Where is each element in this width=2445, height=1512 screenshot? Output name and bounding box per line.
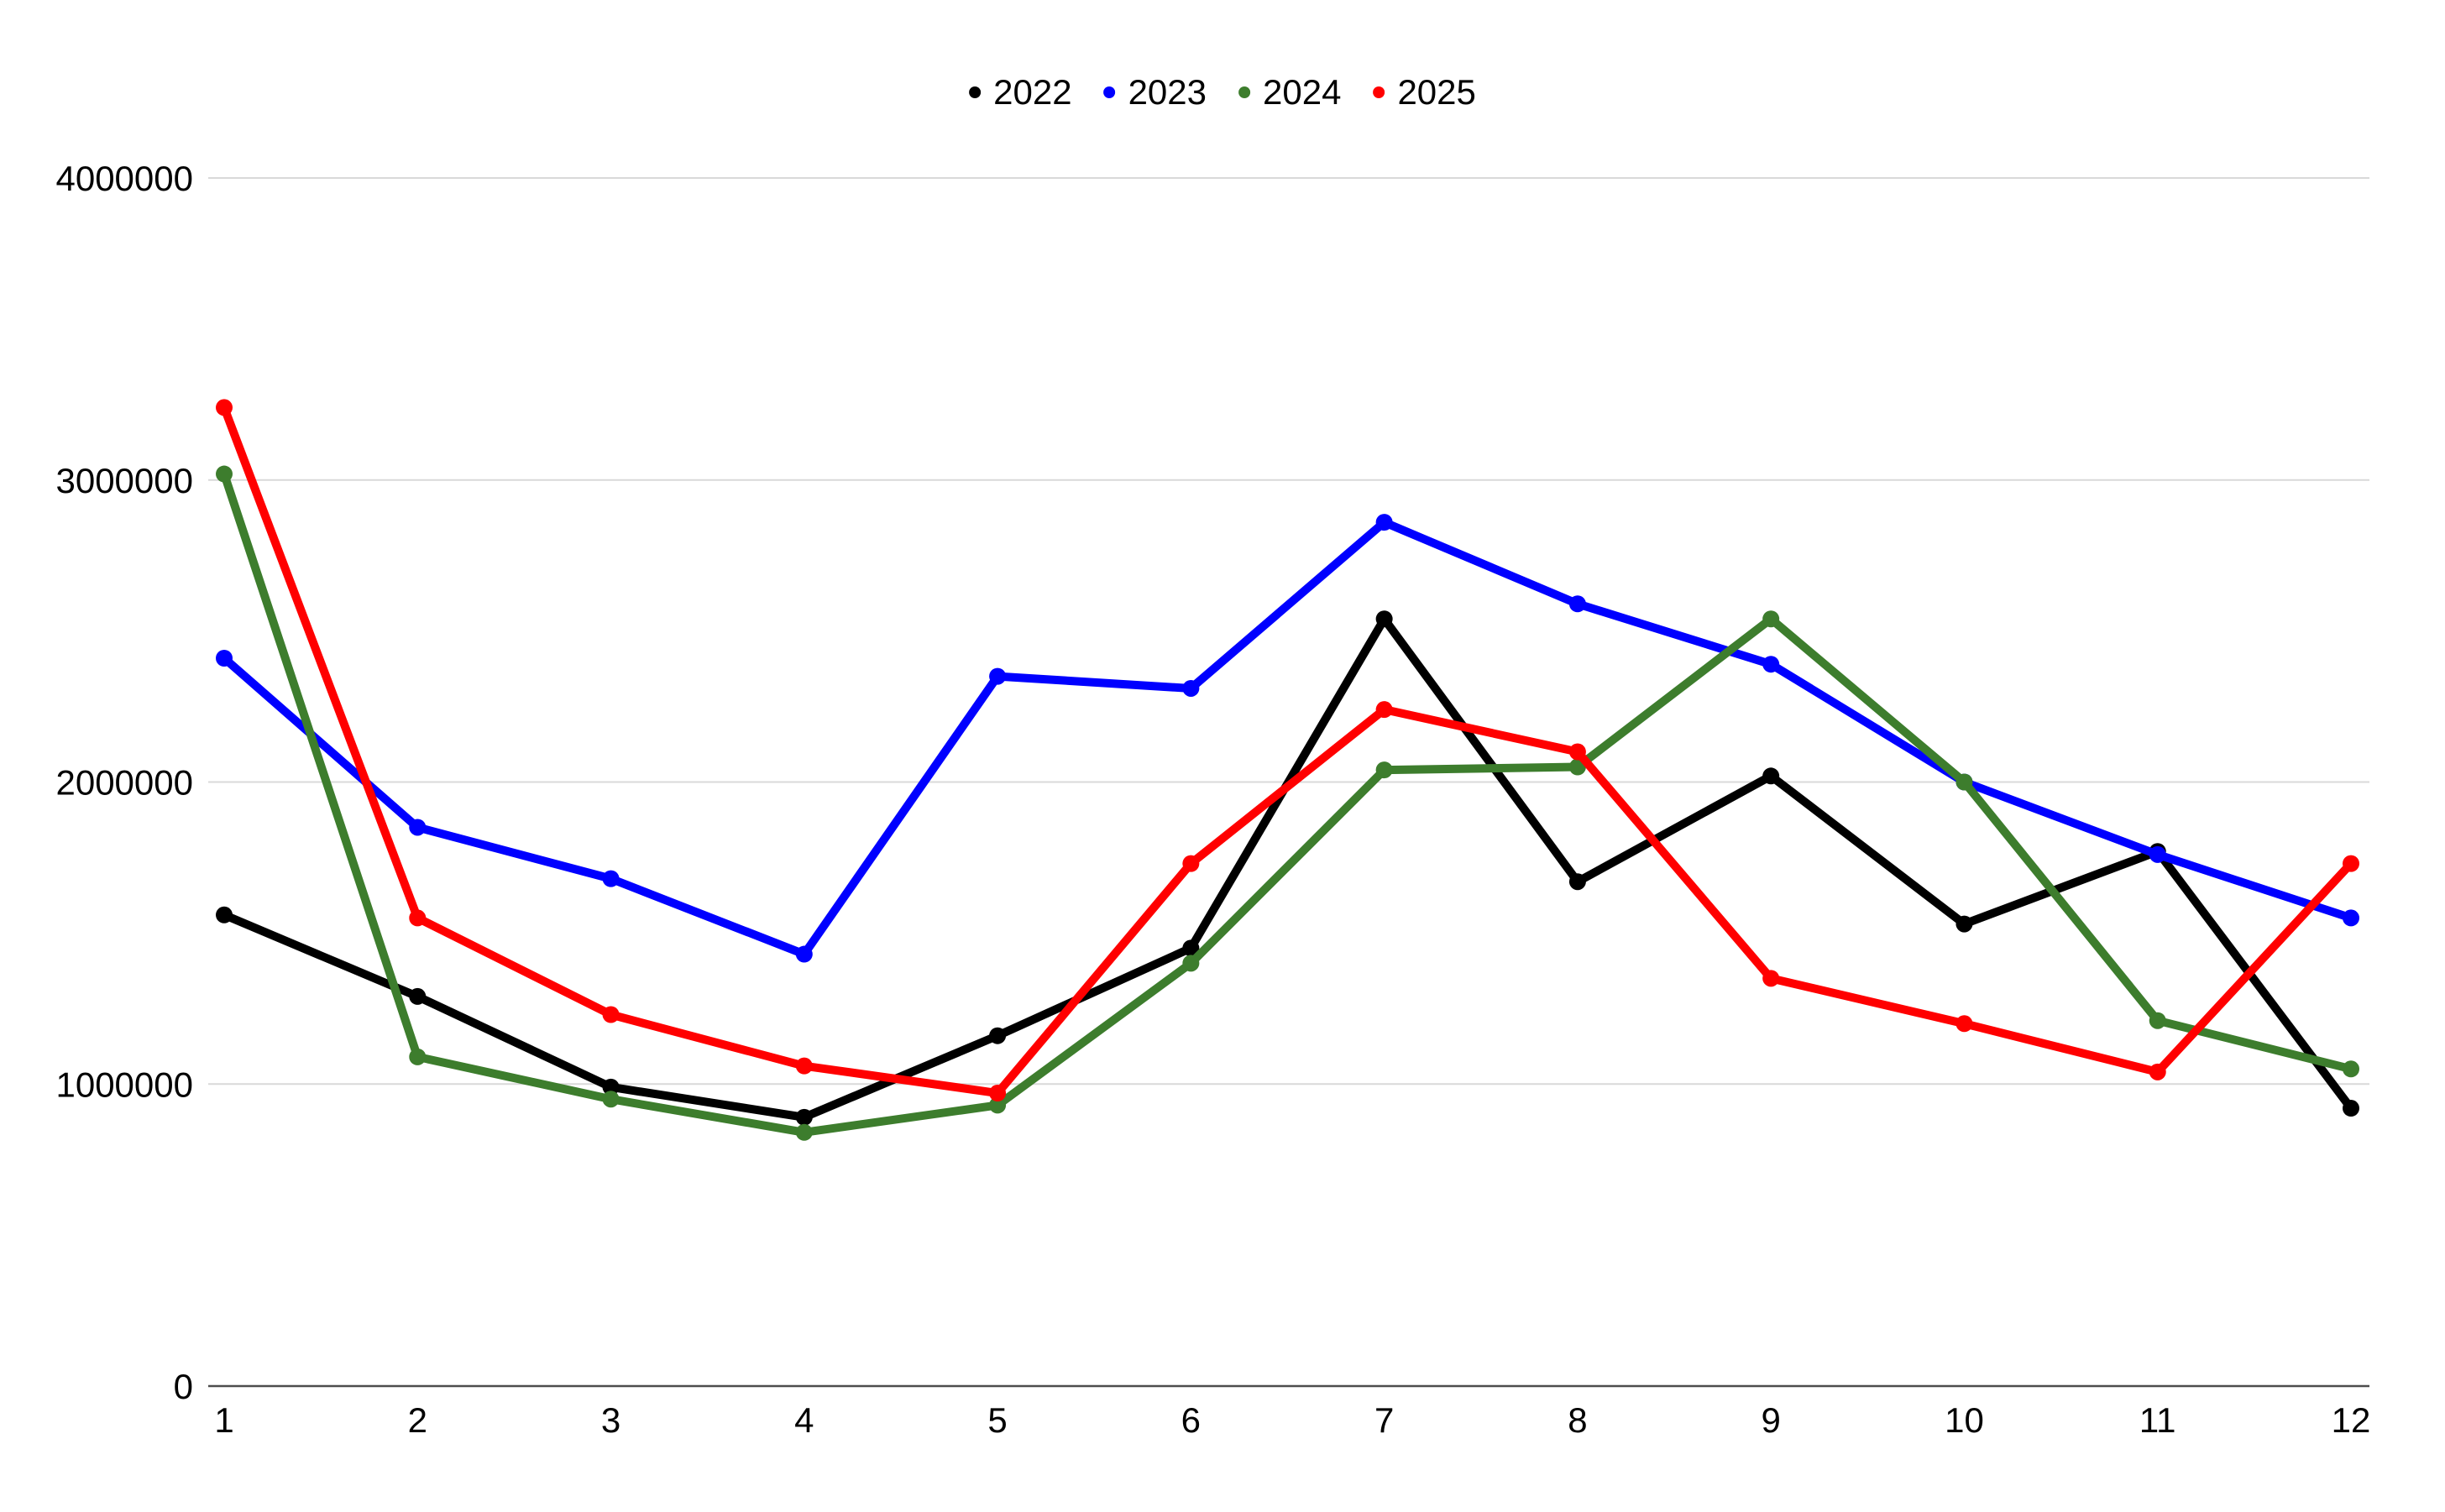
y-tick-label-0: 0 (174, 1367, 193, 1406)
data-point-2022-12 (2343, 1100, 2359, 1117)
legend-label-2022: 2022 (993, 72, 1072, 112)
legend-marker-2022-icon (969, 86, 982, 98)
series-line-2025 (220, 403, 2355, 1098)
legend-item-2024: 2024 (1238, 75, 1341, 110)
x-tick-label-4: 4 (794, 1400, 814, 1440)
x-tick-label-10: 10 (1945, 1400, 1984, 1440)
data-point-2022-5 (989, 1027, 1007, 1044)
data-point-2025-7 (1375, 701, 1393, 719)
data-point-2022-6 (1182, 939, 1200, 957)
data-point-2025-1 (216, 399, 233, 416)
data-point-2023-4 (795, 945, 813, 963)
data-point-2025-6 (1182, 855, 1200, 872)
data-point-2025-3 (602, 1006, 620, 1023)
x-tick-label-9: 9 (1762, 1400, 1781, 1440)
legend-label-2025: 2025 (1397, 72, 1476, 112)
data-point-2022-7 (1375, 610, 1393, 628)
legend-item-2025: 2025 (1373, 72, 1476, 112)
data-point-2023-2 (409, 819, 427, 836)
data-point-2022-8 (1568, 873, 1586, 891)
data-point-2025-5 (989, 1085, 1007, 1102)
y-tick-label-1000000: 1000000 (55, 1065, 193, 1104)
data-point-2023-8 (1568, 595, 1586, 613)
data-point-2024-10 (1955, 773, 1973, 791)
series-line-2024 (220, 469, 2355, 1137)
data-point-2022-4 (795, 1108, 813, 1126)
x-tick-label-12: 12 (2332, 1400, 2371, 1440)
data-point-2024-6 (1182, 955, 1200, 972)
x-tick-label-7: 7 (1374, 1400, 1394, 1440)
x-tick-label-2: 2 (408, 1400, 427, 1440)
chart-legend: 2022 2023 2024 2025 (969, 75, 1476, 110)
data-point-2024-2 (409, 1048, 427, 1065)
x-tick-label-1: 1 (214, 1400, 233, 1440)
legend-label-2023: 2023 (1128, 72, 1207, 112)
data-point-2024-12 (2343, 1060, 2359, 1078)
x-tick-label-8: 8 (1568, 1400, 1587, 1440)
x-tick-label-6: 6 (1181, 1400, 1201, 1440)
data-point-2023-6 (1182, 679, 1200, 697)
data-point-2023-11 (2149, 845, 2166, 863)
data-point-2023-5 (989, 667, 1007, 685)
legend-item-2022: 2022 (969, 72, 1072, 112)
data-point-2024-11 (2149, 1012, 2166, 1029)
data-point-2024-9 (1762, 610, 1780, 628)
series-line-2023 (220, 518, 2355, 959)
data-point-2025-9 (1762, 970, 1780, 987)
data-point-2023-7 (1375, 514, 1393, 531)
legend-marker-2025-icon (1373, 86, 1385, 98)
y-tick-label-3000000: 3000000 (55, 461, 193, 500)
legend-marker-2023-icon (1103, 86, 1116, 98)
x-tick-label-11: 11 (2139, 1400, 2176, 1440)
data-point-2024-1 (216, 465, 233, 483)
data-point-2022-1 (216, 906, 233, 923)
x-tick-label-3: 3 (601, 1400, 620, 1440)
data-point-2023-12 (2343, 909, 2359, 927)
data-point-2023-9 (1762, 656, 1780, 673)
y-tick-label-2000000: 2000000 (55, 763, 193, 803)
y-tick-label-4000000: 4000000 (55, 159, 193, 198)
data-point-2025-2 (409, 909, 427, 927)
data-point-2022-10 (1955, 915, 1973, 933)
data-point-2022-2 (409, 987, 427, 1005)
legend-label-2024: 2024 (1263, 72, 1342, 112)
data-point-2022-9 (1762, 767, 1780, 785)
data-point-2025-10 (1955, 1015, 1973, 1033)
data-point-2025-8 (1568, 743, 1586, 761)
data-point-2023-3 (602, 870, 620, 887)
data-point-2022-3 (602, 1078, 620, 1096)
legend-item-2023: 2023 (1103, 72, 1207, 112)
data-point-2024-7 (1375, 761, 1393, 779)
data-point-2025-11 (2149, 1063, 2166, 1080)
data-point-2024-5 (989, 1096, 1007, 1114)
data-point-2024-4 (795, 1123, 813, 1141)
x-tick-label-5: 5 (987, 1400, 1007, 1440)
data-point-2025-4 (795, 1057, 813, 1075)
legend-marker-2024-icon (1238, 86, 1250, 98)
data-point-2025-12 (2343, 855, 2359, 872)
data-point-2023-1 (216, 650, 233, 667)
data-point-2024-3 (602, 1091, 620, 1108)
